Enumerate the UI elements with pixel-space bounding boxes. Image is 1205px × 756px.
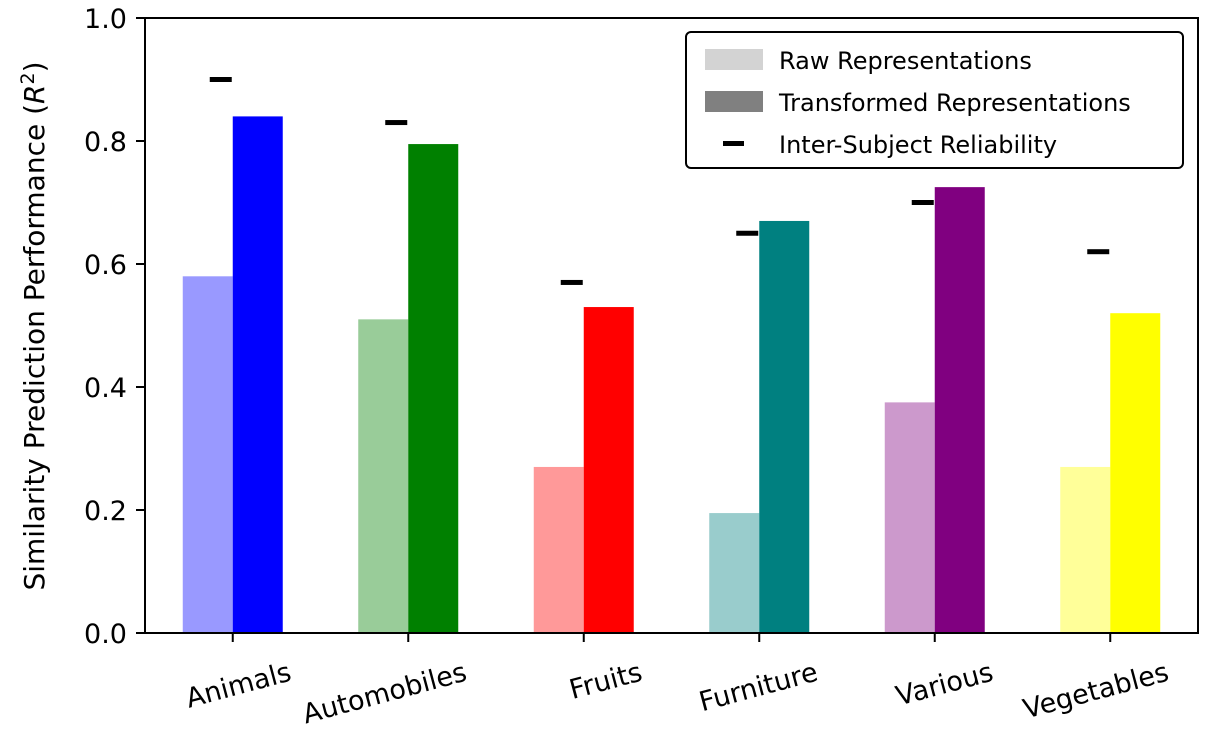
y-tick-label: 0.0	[84, 619, 127, 650]
reliability-marker-vegetables	[1087, 249, 1110, 255]
bar-raw-animals	[182, 276, 233, 633]
bar-raw-various	[884, 402, 935, 633]
x-tick-label-automobiles: Automobiles	[299, 657, 470, 731]
bar-transformed-animals	[232, 116, 283, 633]
bar-transformed-automobiles	[408, 144, 459, 633]
legend-label-reliability: Inter-Subject Reliability	[779, 131, 1057, 159]
bar-raw-automobiles	[358, 319, 409, 633]
y-axis-title-r: R	[18, 85, 51, 104]
legend: Raw Representations Transformed Represen…	[685, 31, 1184, 169]
x-tick-label-vegetables: Vegetables	[1020, 657, 1172, 726]
y-axis: 0.0 0.2 0.4 0.6 0.8 1.0	[84, 4, 145, 650]
y-axis-title: Similarity Prediction Performance (R2)	[17, 61, 51, 590]
legend-frame	[685, 31, 1184, 169]
legend-swatch-transformed	[705, 91, 763, 112]
plot-frame	[144, 17, 1199, 634]
legend-swatch-reliability	[723, 141, 744, 146]
reliability-marker-furniture	[736, 230, 759, 236]
bar-transformed-fruits	[583, 307, 634, 633]
y-axis-title-sup: 2	[17, 72, 39, 84]
y-tick-label: 0.8	[84, 127, 127, 158]
x-tick-label-furniture: Furniture	[696, 657, 821, 718]
legend-label-transformed: Transformed Representations	[778, 89, 1131, 117]
bar-raw-fruits	[533, 466, 584, 633]
y-tick-label: 1.0	[84, 4, 127, 35]
reliability-marker-animals	[209, 77, 232, 82]
y-tick-label: 0.6	[84, 250, 127, 281]
y-axis-title-close: )	[18, 61, 51, 72]
x-tick-label-animals: Animals	[183, 657, 295, 715]
bars-group	[182, 116, 1161, 633]
legend-swatch-raw	[705, 49, 763, 70]
reliability-markers-group	[209, 77, 1110, 285]
legend-label-raw: Raw Representations	[779, 47, 1032, 75]
x-tick-label-fruits: Fruits	[566, 657, 645, 706]
x-axis: Animals Automobiles Fruits Furniture Various…	[183, 633, 1172, 730]
bar-raw-vegetables	[1060, 466, 1111, 633]
y-tick-label: 0.2	[84, 496, 127, 527]
y-tick-label: 0.4	[84, 373, 127, 404]
reliability-marker-automobiles	[385, 120, 408, 126]
x-tick-label-various: Various	[893, 657, 997, 713]
bar-transformed-various	[934, 187, 985, 633]
bar-transformed-vegetables	[1110, 313, 1161, 633]
reliability-marker-fruits	[560, 279, 583, 285]
reliability-marker-various	[911, 200, 934, 205]
bar-raw-furniture	[709, 513, 760, 633]
bar-transformed-furniture	[759, 220, 810, 633]
